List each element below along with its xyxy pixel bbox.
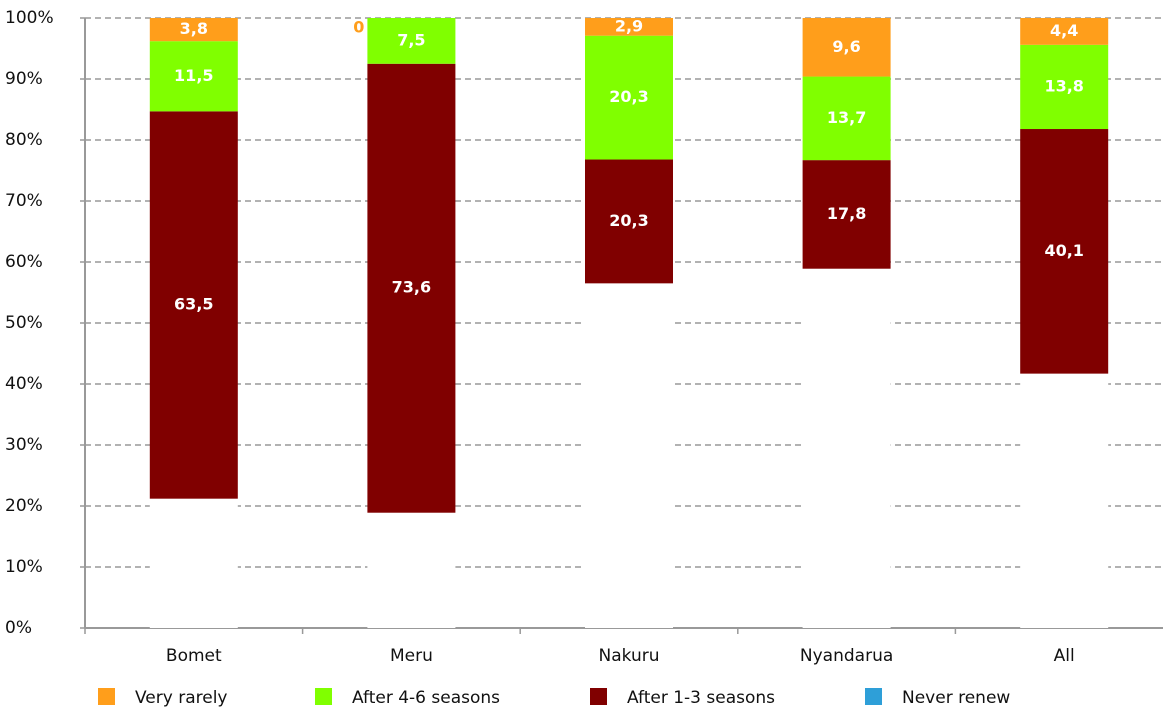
value-label: 2,9 [615, 16, 643, 35]
legend-swatch [98, 688, 115, 705]
bar-segment [585, 18, 673, 36]
value-label: 20,3 [609, 87, 648, 106]
bar-segment [367, 512, 456, 628]
x-tick-label: Nakuru [599, 646, 660, 666]
bar-segment [149, 41, 238, 112]
y-tick-label: 60% [5, 252, 43, 272]
bar-segment [802, 18, 891, 77]
value-label: 13,7 [827, 108, 866, 127]
bar-segment [802, 160, 891, 269]
y-tick-label: 100% [5, 8, 54, 28]
x-tick-label: Nyandarua [800, 646, 893, 666]
bar-segment [802, 268, 891, 628]
y-tick-label: 40% [5, 374, 43, 394]
bar-segment [585, 35, 673, 160]
bar-segment [802, 76, 891, 161]
value-label: 13,8 [1044, 76, 1083, 95]
y-tick-label: 80% [5, 130, 43, 150]
y-tick-label: 90% [5, 69, 43, 89]
value-label: 17,8 [827, 204, 866, 223]
bar-segment [367, 18, 456, 64]
value-label: 63,5 [174, 295, 213, 314]
value-label: 4,4 [1050, 21, 1078, 40]
value-label: 20,3 [609, 211, 648, 230]
bar-segment [149, 18, 238, 42]
legend-swatch [315, 688, 332, 705]
value-label: 11,5 [174, 66, 213, 85]
x-tick-label: Bomet [166, 646, 222, 666]
y-tick-label: 0% [5, 618, 32, 638]
bar-segment [1020, 18, 1109, 45]
bar-segment [149, 498, 238, 628]
y-tick-label: 20% [5, 496, 43, 516]
y-tick-label: 50% [5, 313, 43, 333]
bar-segment [585, 283, 673, 628]
y-tick-label: 10% [5, 557, 43, 577]
bar-segment [1020, 129, 1109, 374]
legend-label: Very rarely [135, 688, 228, 708]
legend-label: After 4-6 seasons [352, 688, 500, 708]
legend-swatch [865, 688, 882, 705]
value-label: 3,8 [180, 19, 208, 38]
bar-segment [1020, 44, 1109, 130]
y-tick-label: 70% [5, 191, 43, 211]
bar-segment [367, 63, 456, 513]
x-tick-label: Meru [390, 646, 433, 666]
bar-segment [149, 111, 238, 499]
x-tick-label: All [1054, 646, 1075, 666]
legend-swatch [590, 688, 607, 705]
value-label: 73,6 [392, 278, 431, 297]
legend-label: After 1-3 seasons [627, 688, 775, 708]
legend-label: Never renew [902, 688, 1010, 708]
bar-segment [1020, 373, 1109, 628]
value-label: 7,5 [397, 30, 425, 49]
value-label: 0 [353, 18, 364, 37]
y-tick-label: 30% [5, 435, 43, 455]
bar-segment [585, 159, 673, 284]
value-label: 9,6 [832, 37, 860, 56]
value-label: 40,1 [1044, 241, 1083, 260]
